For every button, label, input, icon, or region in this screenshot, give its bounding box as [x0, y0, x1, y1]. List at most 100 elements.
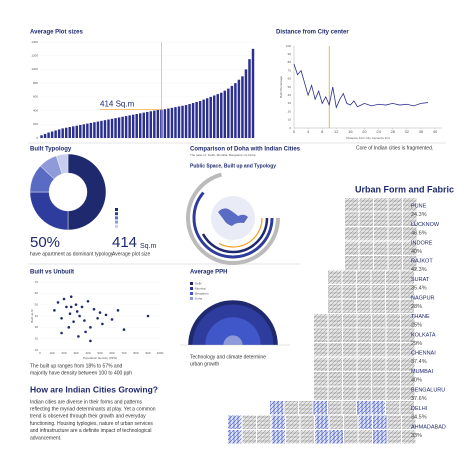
y-axis-label: Built Percentage [279, 76, 283, 98]
map-tile [257, 430, 271, 444]
map-tile [359, 256, 373, 270]
map-tile [300, 415, 314, 429]
bar [110, 118, 114, 138]
legend-label: Doha [195, 296, 203, 300]
bar [237, 79, 241, 138]
map-tile [371, 285, 385, 299]
city-value: 29% [411, 341, 422, 347]
bar [75, 125, 79, 138]
bar [174, 107, 177, 138]
map-tile [284, 401, 298, 415]
bar [142, 112, 145, 138]
map-tile [343, 343, 357, 357]
y-tick-label: 600 [33, 95, 38, 99]
bar [209, 96, 212, 138]
y-tick-label: 70 [288, 68, 292, 72]
x-tick-label: 100 [49, 351, 54, 355]
city-name: BENGALURU [411, 387, 445, 393]
map-tile [386, 343, 400, 357]
map-tile [343, 372, 357, 386]
map-tile [357, 285, 371, 299]
city-name: KOLKATA [411, 332, 436, 338]
map-tile [401, 343, 415, 357]
x-tick-label: 32 [405, 129, 410, 134]
x-tick-label: 300 [73, 351, 78, 355]
bar [163, 109, 167, 138]
slice [67, 153, 107, 231]
y-tick-label: 1400 [31, 40, 38, 44]
map-tile [342, 299, 356, 313]
legend-label: Mumbai [195, 286, 206, 290]
intro-text: trend is observed through their growth a… [30, 414, 146, 420]
legend-label: Bengaluru [195, 291, 209, 295]
x-tick-label: 4 [307, 129, 310, 134]
chart-title: Distance from City center [276, 30, 349, 36]
map-tile [257, 415, 271, 429]
bar [103, 120, 107, 138]
point [69, 295, 73, 299]
map-tile [401, 328, 415, 342]
point [89, 326, 92, 329]
bar [191, 103, 195, 138]
slice [56, 153, 69, 175]
point [74, 303, 78, 306]
intro-text: functioning. Housing typlogies, nature o… [30, 421, 153, 427]
chart-title: Built vs Unbuilt [30, 270, 74, 276]
map-tile [357, 314, 371, 328]
bar [223, 90, 227, 138]
map-tile [342, 401, 356, 415]
chart-title: Average Plot sizes [30, 30, 83, 36]
map-tile [374, 212, 388, 226]
map-tile [345, 212, 359, 226]
point [86, 299, 90, 303]
bar [167, 108, 170, 138]
city-name: THANE [411, 314, 430, 320]
semicircle [223, 335, 243, 345]
bar [216, 94, 219, 138]
annotation: 414 Sq.m [100, 100, 135, 109]
point [98, 311, 102, 314]
map-tile [343, 328, 357, 342]
bar [146, 111, 149, 138]
bar [57, 129, 61, 138]
bar [149, 111, 153, 138]
map-tile [400, 299, 414, 313]
city-value: 40% [411, 378, 422, 384]
point [77, 335, 80, 338]
map-tile [342, 270, 356, 284]
y-tick-label: 30 [288, 101, 292, 105]
map-tile [371, 401, 385, 415]
map-tile [345, 241, 359, 255]
map-tile [386, 299, 400, 313]
x-tick-label: 12 [334, 129, 339, 134]
point [104, 313, 108, 317]
map-tile [328, 314, 342, 328]
semicircle [205, 317, 261, 345]
legend-swatch [115, 212, 118, 216]
point [72, 320, 75, 323]
city-value: 40% [411, 249, 422, 255]
y-tick-label: 800 [33, 81, 38, 85]
bars [40, 48, 255, 139]
point [122, 328, 126, 331]
map-tile [328, 270, 342, 284]
map-tile [388, 198, 402, 212]
bar [128, 115, 131, 138]
point [110, 318, 114, 321]
map-tile [328, 285, 342, 299]
bar [153, 110, 156, 138]
point [84, 330, 87, 334]
map-tile [403, 241, 417, 255]
map-tile [357, 372, 371, 386]
map-tile [403, 198, 417, 212]
caption: urban growth [190, 361, 219, 367]
map-tile [386, 314, 400, 328]
comparison-heading: Public Space, Built up and Typology [190, 163, 276, 169]
city-name: LUCKNOW [411, 222, 440, 228]
bar [100, 120, 103, 138]
bar [61, 128, 64, 138]
stat-value: 414 [112, 234, 137, 251]
map-tile [386, 386, 400, 400]
map-tile [328, 386, 342, 400]
map-tile [359, 227, 373, 241]
